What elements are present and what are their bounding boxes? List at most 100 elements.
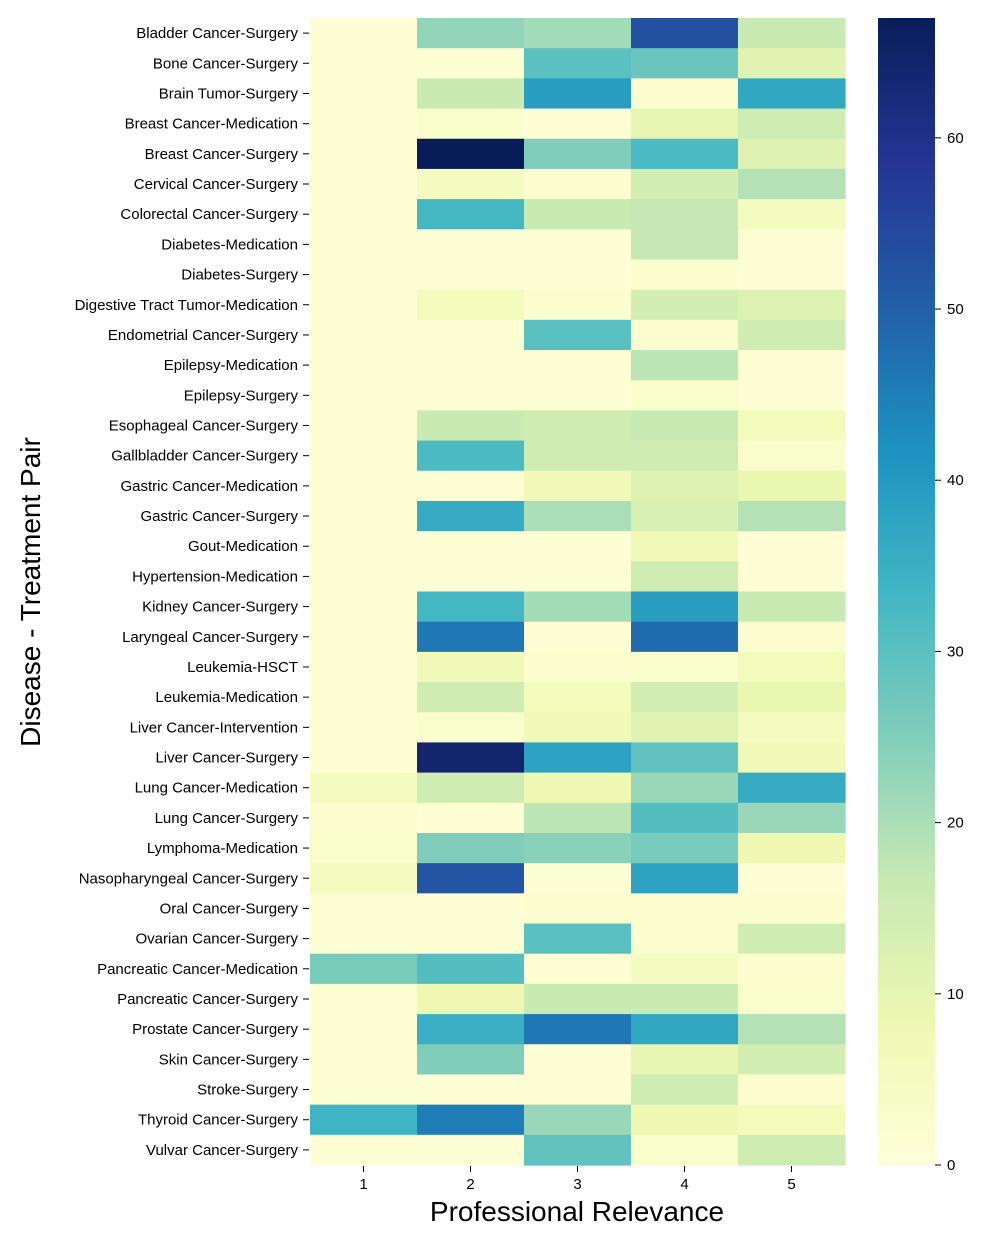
y-tick-label: Cervical Cancer-Surgery — [134, 176, 299, 193]
heatmap-cell — [738, 833, 846, 864]
colorbar-tick-label: 30 — [947, 643, 964, 660]
colorbar: 0 10 20 30 40 50 60 — [878, 18, 964, 1174]
y-tick-label: Liver Cancer-Intervention — [130, 719, 298, 736]
heatmap-cell — [631, 1105, 739, 1136]
y-tick-label: Pancreatic Cancer-Surgery — [117, 991, 298, 1008]
heatmap-cell — [417, 109, 525, 140]
heatmap-cell — [524, 893, 632, 924]
heatmap-cell — [524, 501, 632, 532]
x-axis-ticks: 1 2 3 4 5 — [359, 1166, 795, 1193]
y-tick-label: Bone Cancer-Surgery — [153, 55, 299, 72]
heatmap-cell — [631, 501, 739, 532]
heatmap-cell — [631, 441, 739, 472]
heatmap-cell — [524, 169, 632, 200]
heatmap-cell — [417, 622, 525, 653]
heatmap-cell — [524, 682, 632, 713]
heatmap-cell — [524, 290, 632, 321]
heatmap-cell — [738, 290, 846, 321]
y-tick-label: Prostate Cancer-Surgery — [132, 1021, 298, 1038]
heatmap-cell — [417, 78, 525, 109]
heatmap-cell — [310, 139, 418, 170]
heatmap-cell — [417, 350, 525, 381]
heatmap-cell — [738, 773, 846, 804]
heatmap-cell — [524, 773, 632, 804]
heatmap-cell — [738, 350, 846, 381]
heatmap-cell — [524, 531, 632, 562]
heatmap-cell — [524, 410, 632, 441]
heatmap-cell — [417, 18, 525, 49]
heatmap-cell — [524, 139, 632, 170]
y-tick-label: Laryngeal Cancer-Surgery — [122, 629, 298, 646]
heatmap-cell — [310, 320, 418, 351]
y-tick-label: Hypertension-Medication — [132, 568, 298, 585]
heatmap-cell — [310, 290, 418, 321]
heatmap-cell — [738, 471, 846, 502]
y-tick-label: Lung Cancer-Surgery — [155, 810, 299, 827]
heatmap-cell — [524, 803, 632, 834]
heatmap-cell — [310, 199, 418, 230]
x-tick-label: 1 — [359, 1176, 367, 1193]
heatmap-cell — [631, 773, 739, 804]
heatmap-cell — [310, 259, 418, 290]
heatmap-cell — [524, 78, 632, 109]
heatmap-cell — [524, 350, 632, 381]
heatmap-cell — [738, 199, 846, 230]
heatmap-cell — [631, 259, 739, 290]
heatmap-cell — [631, 803, 739, 834]
heatmap-cell — [417, 259, 525, 290]
heatmap-cell — [738, 531, 846, 562]
heatmap-cell — [310, 712, 418, 743]
heatmap-cell — [310, 410, 418, 441]
y-tick-label: Endometrial Cancer-Surgery — [108, 327, 299, 344]
heatmap-cell — [631, 1044, 739, 1075]
heatmap-cell — [631, 622, 739, 653]
heatmap-cell — [524, 380, 632, 411]
heatmap-cell — [631, 169, 739, 200]
y-axis-title: Disease - Treatment Pair — [15, 437, 46, 747]
y-tick-label: Kidney Cancer-Surgery — [142, 599, 298, 616]
heatmap-cell — [738, 320, 846, 351]
heatmap-cell — [631, 78, 739, 109]
x-tick-label: 4 — [680, 1176, 688, 1193]
heatmap-cell — [738, 78, 846, 109]
y-tick-label: Diabetes-Surgery — [181, 267, 298, 284]
heatmap-cell — [631, 924, 739, 955]
heatmap-cell — [417, 773, 525, 804]
heatmap-cell — [310, 441, 418, 472]
heatmap-cell — [631, 380, 739, 411]
y-tick-label: Stroke-Surgery — [197, 1082, 298, 1099]
y-tick-label: Ovarian Cancer-Surgery — [135, 931, 298, 948]
heatmap-cell — [738, 622, 846, 653]
heatmap-cell — [417, 290, 525, 321]
heatmap-cell — [524, 1074, 632, 1105]
colorbar-tick-label: 40 — [947, 472, 964, 489]
heatmap-cell — [417, 169, 525, 200]
heatmap-cell — [310, 622, 418, 653]
y-tick-label: Breast Cancer-Surgery — [145, 146, 299, 163]
heatmap-cell — [631, 561, 739, 592]
heatmap-cell — [631, 18, 739, 49]
heatmap-cell — [738, 712, 846, 743]
heatmap-cell — [738, 1105, 846, 1136]
heatmap-cell — [310, 1135, 418, 1166]
heatmap-cell — [631, 893, 739, 924]
heatmap-cell — [524, 622, 632, 653]
heatmap-cell — [524, 592, 632, 623]
heatmap-cell — [524, 652, 632, 683]
heatmap-cell — [524, 199, 632, 230]
y-tick-label: Gastric Cancer-Medication — [120, 478, 298, 495]
heatmap-cell — [738, 984, 846, 1015]
heatmap-cell — [524, 259, 632, 290]
heatmap-cell — [524, 863, 632, 894]
heatmap-cell — [310, 803, 418, 834]
heatmap-cell — [417, 833, 525, 864]
heatmap-cell — [310, 1044, 418, 1075]
heatmap-cell — [310, 954, 418, 985]
y-tick-label: Oral Cancer-Surgery — [160, 900, 299, 917]
heatmap-chart: Bladder Cancer-Surgery Bone Cancer-Surger… — [0, 0, 997, 1246]
heatmap-cell — [738, 742, 846, 773]
colorbar-gradient — [878, 18, 935, 1165]
heatmap-cell — [524, 1014, 632, 1045]
heatmap-cell — [310, 833, 418, 864]
y-tick-label: Brain Tumor-Surgery — [159, 85, 299, 102]
